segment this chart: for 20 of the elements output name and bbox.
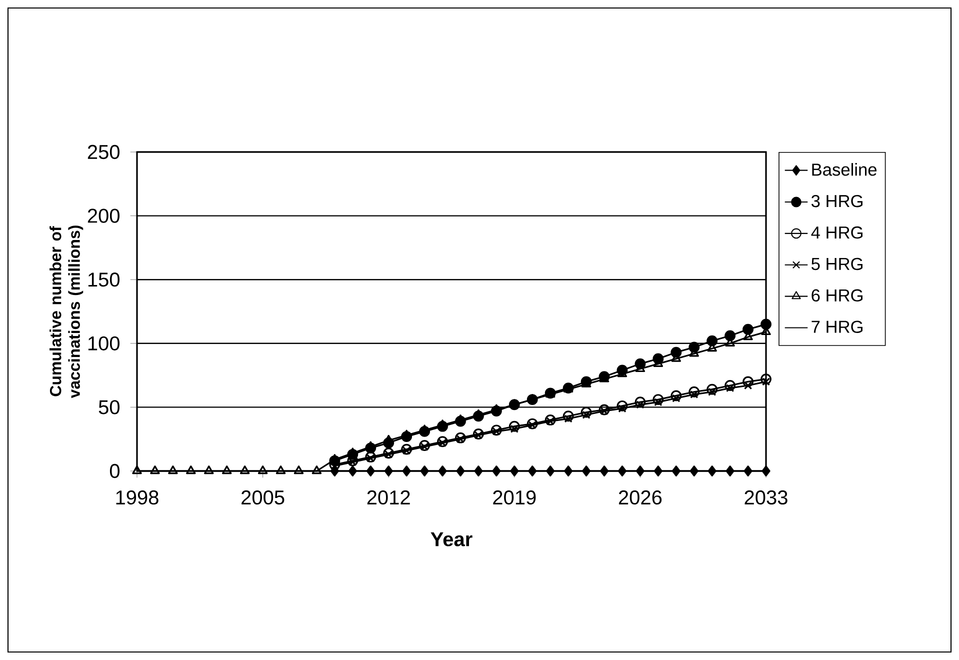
x-tick-label: 2019 (493, 490, 536, 505)
y-tick-label: 100 (88, 336, 120, 350)
legend-label: 4 HRG (811, 226, 862, 239)
x-axis-title: Year (430, 532, 472, 546)
legend-label: 3 HRG (811, 194, 862, 208)
legend-label: 5 HRG (812, 258, 862, 270)
x-tick-label: 2026 (618, 490, 662, 505)
y-tick-label: 150 (88, 272, 120, 287)
legend-label: 6 HRG (812, 289, 862, 302)
x-tick-label: 1998 (116, 490, 158, 505)
y-tick-label: 200 (88, 208, 120, 223)
x-tick-label: 2005 (242, 490, 284, 505)
legend-label: Baseline (812, 163, 877, 176)
y-tick-label: 0 (110, 464, 120, 478)
y-tick-label: 50 (98, 400, 120, 414)
x-tick-label: 2033 (744, 490, 788, 505)
y-axis-title: Cumulative number of vaccinations (millions) (50, 226, 84, 398)
y-tick-label: 250 (88, 144, 120, 160)
x-tick-label: 2012 (367, 490, 410, 505)
legend-label: 7 HRG (812, 320, 862, 333)
